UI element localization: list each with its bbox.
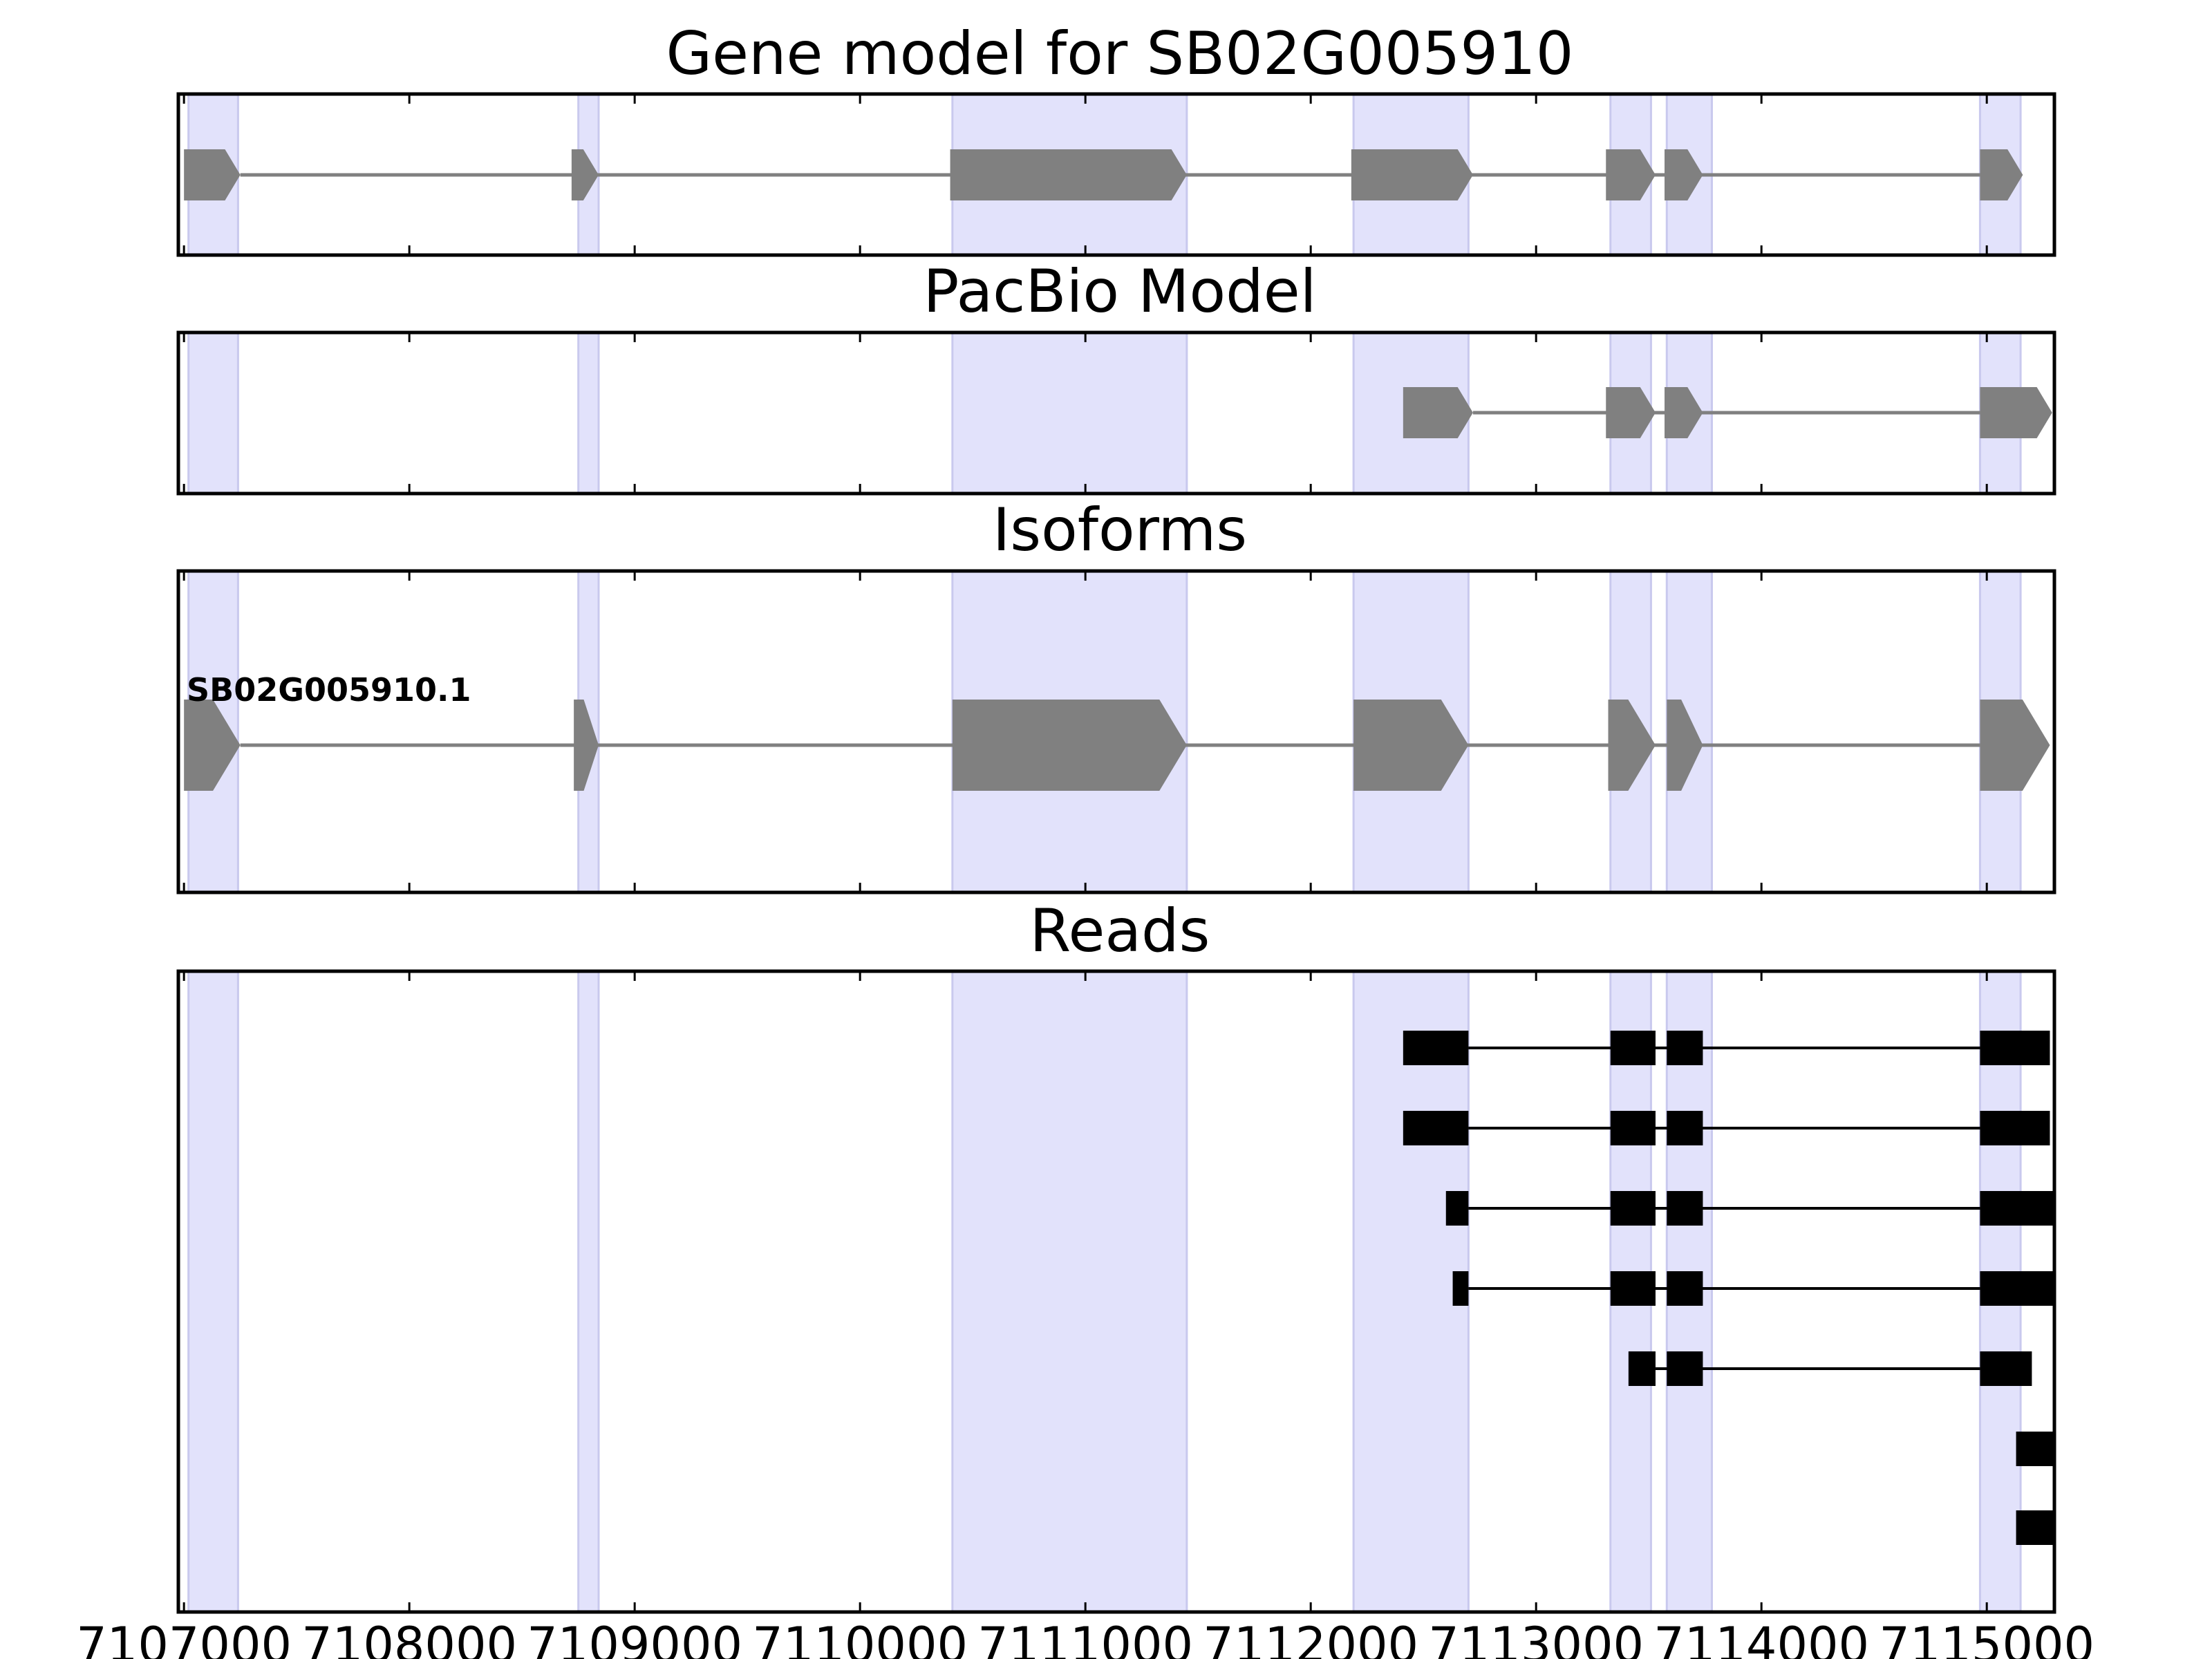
read-exon-block bbox=[1980, 1191, 2054, 1226]
exon-block bbox=[1980, 700, 2050, 791]
exon-block bbox=[1980, 387, 2052, 438]
x-tick-label-7109000: 7109000 bbox=[527, 1617, 742, 1659]
x-tick-label-7113000: 7113000 bbox=[1428, 1617, 1644, 1659]
read-exon-block bbox=[1403, 1031, 1469, 1065]
panel-title-isoforms: Isoforms bbox=[993, 496, 1247, 565]
read-exon-block bbox=[1610, 1271, 1656, 1306]
pacbio-model-content bbox=[187, 331, 2052, 495]
read-exon-block bbox=[1980, 1351, 2032, 1386]
read-exon-block bbox=[2016, 1432, 2054, 1466]
read-exon-block bbox=[1452, 1271, 1469, 1306]
x-tick-label-7110000: 7110000 bbox=[752, 1617, 968, 1659]
x-tick-label-7115000: 7115000 bbox=[1879, 1617, 2094, 1659]
tick-marks bbox=[182, 94, 1988, 1612]
read-exon-block bbox=[1980, 1271, 2054, 1306]
shaded-exon-region-4 bbox=[1352, 970, 1470, 1613]
exon-block bbox=[952, 700, 1187, 791]
isoform-label: SB02G005910.1 bbox=[187, 671, 471, 709]
read-exon-block bbox=[1667, 1191, 1703, 1226]
read-exon-block bbox=[1610, 1191, 1656, 1226]
shaded-exon-region-3 bbox=[951, 970, 1188, 1613]
read-exon-block bbox=[1403, 1111, 1469, 1145]
isoforms-frame bbox=[176, 569, 2056, 894]
shaded-exon-region-2 bbox=[577, 331, 600, 495]
x-tick-label-7114000: 7114000 bbox=[1653, 1617, 1869, 1659]
read-exon-block bbox=[1628, 1351, 1656, 1386]
read-exon-block bbox=[1980, 1111, 2050, 1145]
reads-frame bbox=[176, 969, 2056, 1614]
exon-block bbox=[950, 149, 1187, 200]
panel-pacbio-model: PacBio Model bbox=[176, 257, 2056, 496]
panel-title-pacbio-model: PacBio Model bbox=[923, 257, 1316, 326]
panel-isoforms: Isoforms SB02G005910.1 bbox=[176, 496, 2056, 894]
read-exon-block bbox=[1667, 1351, 1703, 1386]
x-axis-tick-labels: 7107000 7108000 7109000 7110000 7111000 … bbox=[76, 1617, 2094, 1659]
reads-content bbox=[187, 970, 2054, 1613]
panel-reads: Reads bbox=[176, 897, 2056, 1614]
exon-block bbox=[184, 149, 241, 200]
x-tick-label-7111000: 7111000 bbox=[977, 1617, 1193, 1659]
shaded-exon-region-3 bbox=[951, 331, 1188, 495]
exon-block bbox=[574, 700, 599, 791]
read-exon-block bbox=[1980, 1031, 2050, 1065]
panel-title-gene-model: Gene model for SB02G005910 bbox=[666, 19, 1574, 88]
x-tick-label-7112000: 7112000 bbox=[1203, 1617, 1418, 1659]
shaded-exon-region-1 bbox=[187, 331, 239, 495]
shaded-exon-region-1 bbox=[187, 970, 239, 1613]
exon-block bbox=[1403, 387, 1473, 438]
exon-block bbox=[184, 700, 241, 791]
panel-gene-model: Gene model for SB02G005910 bbox=[176, 19, 2056, 257]
gene-model-frame bbox=[176, 92, 2056, 257]
x-tick-label-7108000: 7108000 bbox=[301, 1617, 517, 1659]
exon-block bbox=[1667, 700, 1703, 791]
read-exon-block bbox=[1667, 1031, 1703, 1065]
panel-title-reads: Reads bbox=[1030, 897, 1210, 966]
exon-block bbox=[1606, 387, 1656, 438]
read-exon-block bbox=[1667, 1111, 1703, 1145]
read-exon-block bbox=[1445, 1191, 1469, 1226]
exon-block bbox=[1351, 149, 1473, 200]
shaded-exon-region-2 bbox=[577, 970, 600, 1613]
exon-block bbox=[1980, 149, 2023, 200]
read-exon-block bbox=[1667, 1271, 1703, 1306]
exon-block bbox=[1665, 387, 1703, 438]
isoforms-content bbox=[184, 570, 2050, 894]
x-tick-label-7107000: 7107000 bbox=[76, 1617, 292, 1659]
exon-block bbox=[1608, 700, 1656, 791]
pacbio-model-frame bbox=[176, 330, 2056, 496]
read-exon-block bbox=[1610, 1031, 1656, 1065]
exon-block bbox=[1665, 149, 1703, 200]
exon-block bbox=[1353, 700, 1469, 791]
read-exon-block bbox=[2016, 1510, 2054, 1545]
exon-block bbox=[571, 149, 599, 200]
exon-block bbox=[1606, 149, 1656, 200]
read-exon-block bbox=[1610, 1111, 1656, 1145]
